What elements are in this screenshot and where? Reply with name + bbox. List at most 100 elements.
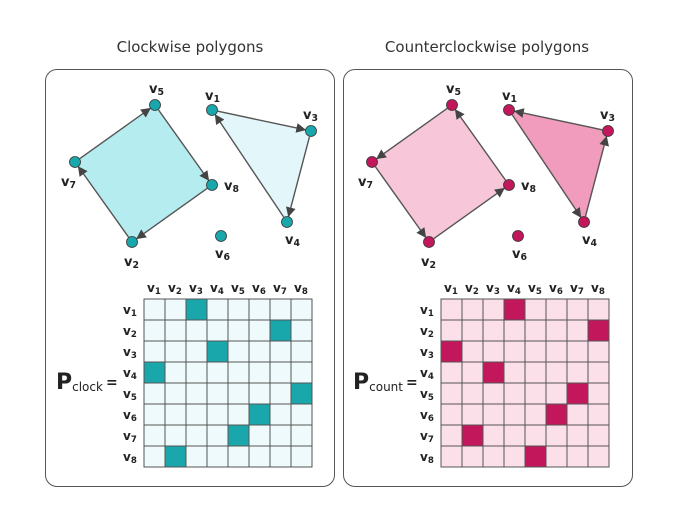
matrix-cell [566,403,589,426]
matrix-cell [440,298,463,321]
matrix-cell [440,403,463,426]
vertex-label-v4: v4 [582,233,597,249]
matrix-cell [185,361,208,384]
matrix-cell [524,340,547,363]
matrix-cell [566,445,589,468]
matrix-cell [440,445,463,468]
vertex-label-v5: v5 [149,82,164,98]
matrix-cell [524,382,547,405]
matrix-cell [524,361,547,384]
row-header: v6 [420,408,434,424]
vertex-v4 [281,216,293,228]
col-header: v4 [210,281,224,297]
matrix-cell [206,298,229,321]
vertex-label-v2: v2 [421,255,436,271]
matrix-cell [269,424,292,447]
matrix-cell [164,319,187,342]
matrix-cell [206,403,229,426]
vertex-v4 [578,216,590,228]
matrix-cell [143,319,166,342]
matrix-cell [461,445,484,468]
vertex-v2 [423,236,435,248]
matrix-cell [164,340,187,363]
matrix-cell [587,403,610,426]
row-header: v3 [420,345,434,361]
matrix-cell [248,382,271,405]
vertex-v2 [126,236,138,248]
matrix-cell [503,403,526,426]
matrix-cell [248,319,271,342]
matrix-cell [461,319,484,342]
matrix-cell [227,445,250,468]
vertex-v7 [366,156,378,168]
vertex-v5 [149,99,161,111]
col-header: v1 [444,281,458,297]
matrix-cell [164,361,187,384]
edge-v8-v5 [454,109,507,181]
matrix-cell [545,424,568,447]
row-header: v4 [123,366,137,382]
matrix-cell [248,298,271,321]
matrix-cell [164,298,187,321]
matrix-cell [482,298,505,321]
matrix-cell [503,382,526,405]
matrix-cell [461,340,484,363]
col-header: v6 [252,281,266,297]
vertex-v3 [602,125,614,137]
matrix-cell [164,403,187,426]
row-header: v1 [123,303,137,319]
col-header: v3 [189,281,203,297]
row-header: v5 [420,387,434,403]
col-header: v4 [507,281,521,297]
matrix-cell [482,424,505,447]
edge-v5-v8 [157,109,210,181]
matrix-cell [143,382,166,405]
matrix-cell [503,340,526,363]
matrix-cell [227,361,250,384]
matrix-cell [143,298,166,321]
matrix-cell [524,298,547,321]
vertex-label-v3: v3 [600,108,615,124]
matrix-cell [227,319,250,342]
col-header: v3 [486,281,500,297]
matrix-cell [248,424,271,447]
matrix-cell [503,424,526,447]
panel-clockwise [45,69,335,487]
matrix-name: Pclock = [56,370,118,395]
matrix-cell [545,361,568,384]
edge-v1-v4 [511,114,582,218]
matrix-cell [185,424,208,447]
matrix-cell-one [440,340,463,363]
matrix-cell-one [566,382,589,405]
vertex-v8 [503,179,515,191]
vertex-label-v8: v8 [521,179,536,195]
matrix-cell [164,382,187,405]
matrix-cell [248,361,271,384]
edge-v7-v5 [79,107,151,160]
matrix-cell [440,382,463,405]
row-header: v7 [420,429,434,445]
edge-v3-v4 [286,136,311,218]
matrix-cell [461,382,484,405]
row-header: v3 [123,345,137,361]
matrix-cell [566,340,589,363]
matrix-cell [482,382,505,405]
matrix-name: Pcount = [353,370,418,395]
vertex-v1 [503,104,515,116]
matrix-cell [269,298,292,321]
vertex-label-v1: v1 [205,89,220,105]
edge-v2-v7 [77,166,130,238]
matrix-cell [206,445,229,468]
vertex-label-v5: v5 [446,82,461,98]
matrix-cell [440,361,463,384]
matrix-cell [461,298,484,321]
matrix-cell [143,445,166,468]
col-header: v5 [528,281,542,297]
matrix-cell [440,319,463,342]
matrix-cell [227,340,250,363]
matrix-cell [185,340,208,363]
vertex-label-v8: v8 [224,179,239,195]
matrix-cell [290,298,313,321]
matrix-cell [482,319,505,342]
